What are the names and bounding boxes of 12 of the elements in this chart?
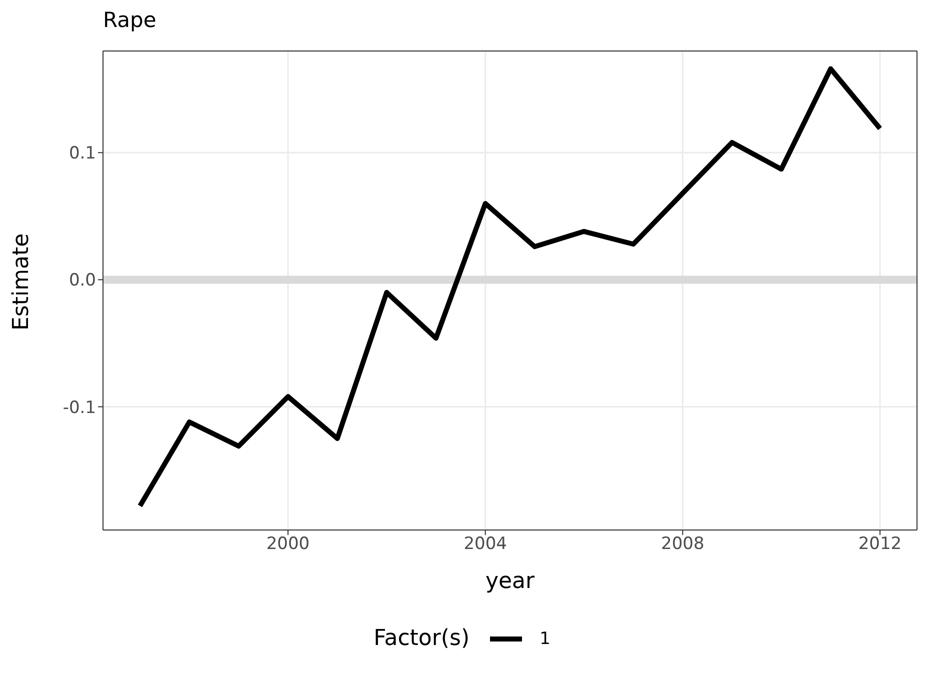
x-tick-label: 2000 (266, 534, 310, 554)
x-tick-label: 2008 (661, 534, 704, 554)
y-axis-title: Estimate (8, 233, 34, 330)
y-tick-label: -0.1 (62, 398, 96, 418)
x-axis-title: year (485, 569, 536, 594)
legend-label: 1 (540, 628, 550, 648)
legend-title: Factor(s) (374, 626, 470, 651)
y-tick-label: 0.1 (68, 144, 96, 164)
x-tick-label: 2004 (464, 534, 507, 554)
chart-title: Rape (103, 8, 158, 34)
x-tick-label: 2012 (858, 534, 902, 554)
y-tick-label: 0.0 (68, 270, 96, 291)
